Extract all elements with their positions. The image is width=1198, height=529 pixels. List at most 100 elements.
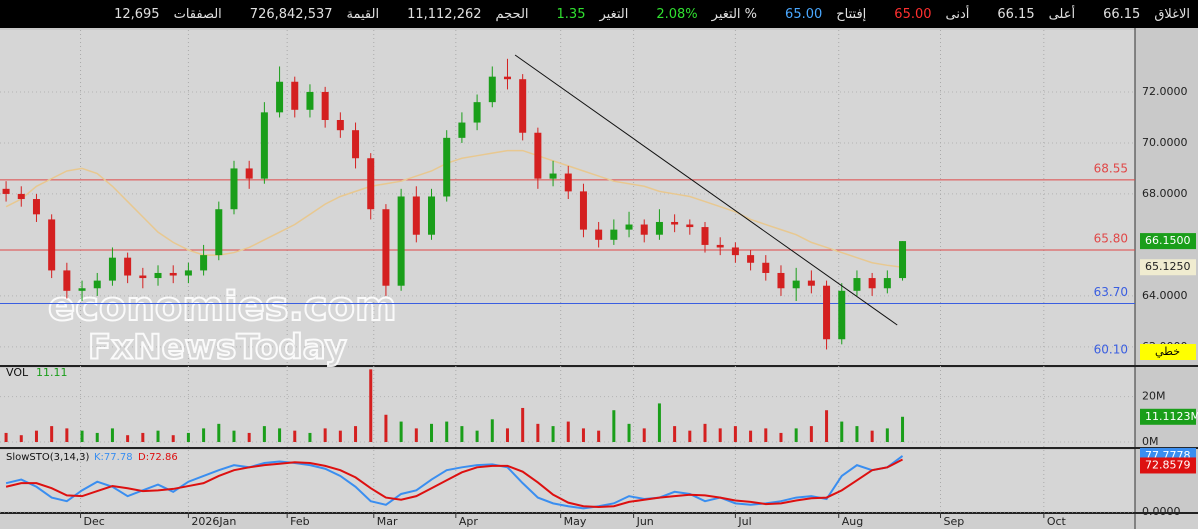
panel-title-value: 11.11 <box>36 366 68 379</box>
x-tick-label: Feb <box>290 515 309 528</box>
chart: Dec 2026Jan Feb Mar Apr May Jun Jul Aug Sep Oct 72.… <box>0 28 1198 529</box>
volume-bar <box>19 435 23 443</box>
candle-body <box>868 278 876 289</box>
candle-body <box>336 119 344 131</box>
panel-title: SlowSTO(3,14,3) <box>6 452 89 463</box>
trendline <box>514 54 898 326</box>
candle-body <box>488 76 496 103</box>
stat: التغير 1.35 <box>557 7 629 22</box>
candle-body <box>276 81 284 113</box>
y-tick-label: 70.0000 <box>1142 136 1188 149</box>
candle-body <box>671 221 679 225</box>
candle-body <box>321 91 329 120</box>
candle-body <box>807 280 815 286</box>
candle-body <box>215 209 223 256</box>
volume-bar <box>475 430 479 443</box>
candle-body <box>625 224 633 230</box>
candle-body <box>428 196 436 235</box>
volume-bar <box>794 428 798 443</box>
candle-body <box>716 244 724 248</box>
candle-body <box>823 285 831 340</box>
volume-bar <box>50 426 54 443</box>
candle-body <box>397 196 405 286</box>
candle-body <box>838 290 846 340</box>
volume-bar <box>308 432 312 443</box>
volume-bar <box>247 432 251 443</box>
candle-body <box>549 173 557 179</box>
stat: أعلى 66.15 <box>997 7 1075 22</box>
legend-label: D:72.86 <box>138 452 178 463</box>
volume-bar <box>566 421 570 443</box>
candle-body <box>63 270 71 291</box>
candle-body <box>564 173 572 192</box>
moving-average <box>5 149 903 268</box>
y-tick-label: 72.0000 <box>1142 85 1188 98</box>
volume-bar <box>414 428 418 443</box>
stat-label: التغير <box>599 6 629 22</box>
volume-bar <box>384 414 388 443</box>
stat: الحجم 11,112,262 <box>407 7 528 22</box>
candle-body <box>686 224 694 228</box>
x-tick-label: Sep <box>944 515 965 528</box>
x-tick-label: Dec <box>84 515 105 528</box>
volume-bar <box>354 426 358 443</box>
volume-bar <box>901 416 905 443</box>
candle-body <box>853 278 861 291</box>
volume-bar <box>232 430 236 443</box>
candle-body <box>883 278 891 289</box>
candle-body <box>792 280 800 289</box>
stat-label: الحجم <box>495 6 529 22</box>
volume-bar <box>156 430 160 443</box>
candle-body <box>458 122 466 138</box>
volume-bar <box>703 423 707 443</box>
volume-bar <box>202 428 206 443</box>
stat-label: إفتتاح <box>836 6 867 22</box>
volume-bar <box>186 432 190 443</box>
stoch-line <box>5 458 903 508</box>
volume-bar <box>369 369 373 443</box>
volume-bar <box>4 432 8 443</box>
volume-bar <box>278 428 282 443</box>
volume-bar <box>870 430 874 443</box>
y-tick-label: 20M <box>1142 390 1166 403</box>
candle-body <box>352 130 360 159</box>
candle-body <box>200 255 208 271</box>
volume-bar <box>399 421 403 443</box>
volume-badge-label: 11.1123M <box>1145 410 1198 423</box>
stat-label: الصفقات <box>173 6 222 22</box>
stat-label: القيمة <box>346 6 380 22</box>
panel-title: VOL <box>6 366 29 379</box>
volume-bar <box>885 428 889 443</box>
level-label: 65.80 <box>1094 232 1128 246</box>
price-badge <box>1140 259 1196 276</box>
volume-bar <box>764 428 768 443</box>
candle-body <box>93 280 101 289</box>
stat-value: 65.00 <box>785 6 823 22</box>
candle-body <box>17 193 25 200</box>
volume-bar <box>430 423 434 443</box>
volume-bar <box>612 410 616 443</box>
candle-body <box>777 272 785 289</box>
panel <box>0 30 1135 365</box>
level-label: 60.10 <box>1094 343 1128 357</box>
x-tick-label: Mar <box>377 515 398 528</box>
stat-label: أدنى <box>945 6 970 22</box>
volume-bar <box>505 428 509 443</box>
stat-value: 66.15 <box>1103 6 1141 22</box>
candle-body <box>443 137 451 197</box>
volume-bar <box>597 430 601 443</box>
price-badge-label: 65.1250 <box>1145 260 1191 273</box>
candle-body <box>655 221 663 235</box>
x-tick-label: Aug <box>842 515 863 528</box>
volume-bar <box>490 419 494 443</box>
volume-bar <box>642 428 646 443</box>
level-label: 63.70 <box>1094 285 1128 299</box>
stat-value: 726,842,537 <box>249 6 333 22</box>
x-tick-label: 2026Jan <box>191 515 236 528</box>
volume-bar <box>110 428 114 443</box>
volume-bar <box>338 430 342 443</box>
candle-body <box>306 91 314 110</box>
volume-bar <box>673 426 677 443</box>
candle-body <box>595 229 603 240</box>
